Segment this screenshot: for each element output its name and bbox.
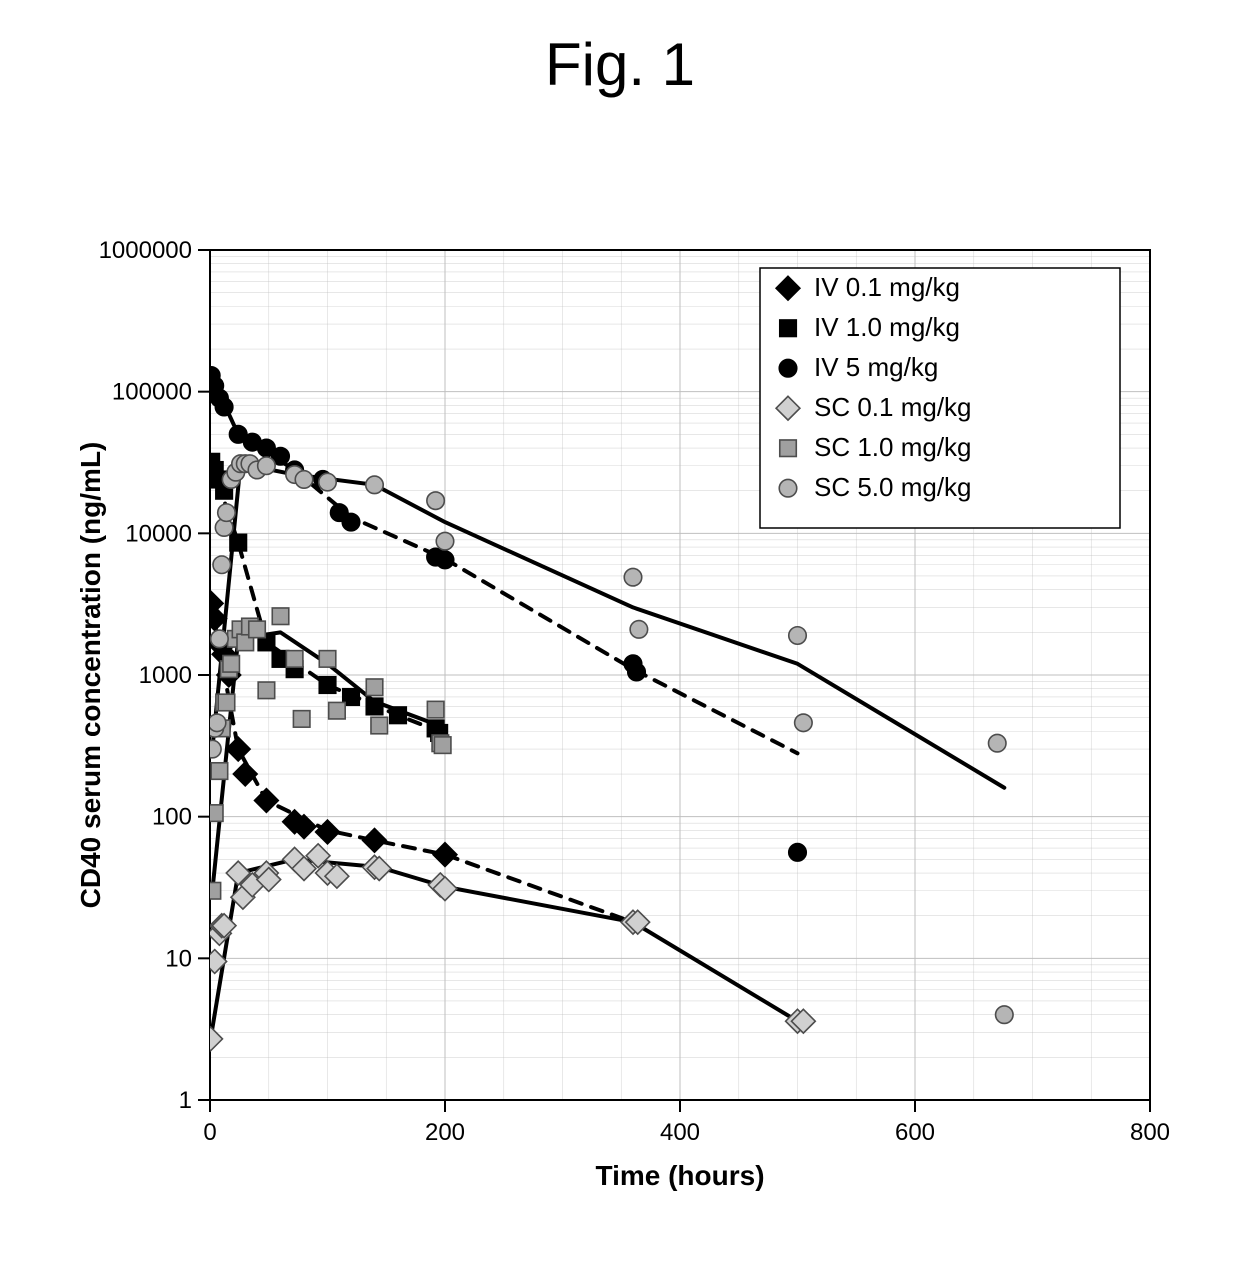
x-tick-label: 600 xyxy=(895,1119,935,1146)
legend-item-iv10: IV 1.0 mg/kg xyxy=(814,312,960,342)
legend-item-sc10: SC 1.0 mg/kg xyxy=(814,432,972,462)
y-tick-label: 100000 xyxy=(112,379,192,406)
x-tick-label: 0 xyxy=(203,1119,216,1146)
legend: IV 0.1 mg/kg IV 1.0 mg/kg IV 5 mg/kg SC 0.1… xyxy=(760,268,1120,528)
legend-item-sc01: SC 0.1 mg/kg xyxy=(814,392,972,422)
y-tick-label: 1000 xyxy=(139,662,192,689)
legend-item-iv01: IV 0.1 mg/kg xyxy=(814,272,960,302)
chart-container: 0 200 400 600 800 1 10 100 1000 10000 100000 100000… xyxy=(60,220,1180,1230)
page: { "figure": { "title": "Fig. 1", "title_… xyxy=(0,0,1240,1280)
y-tick-label: 1 xyxy=(179,1087,192,1114)
x-tick-label: 200 xyxy=(425,1119,465,1146)
x-axis-label: Time (hours) xyxy=(595,1160,764,1191)
y-tick-label: 10 xyxy=(165,945,192,972)
figure-title: Fig. 1 xyxy=(0,30,1240,99)
pk-chart: 0 200 400 600 800 1 10 100 1000 10000 100000 100000… xyxy=(60,220,1180,1230)
y-axis-label: CD40 serum concentration (ng/mL) xyxy=(75,442,106,909)
legend-item-iv5: IV 5 mg/kg xyxy=(814,352,938,382)
x-tick-label: 800 xyxy=(1130,1119,1170,1146)
y-tick-label: 10000 xyxy=(125,520,192,547)
legend-item-sc50: SC 5.0 mg/kg xyxy=(814,472,972,502)
y-tick-label: 1000000 xyxy=(99,237,192,264)
x-tick-label: 400 xyxy=(660,1119,700,1146)
y-tick-label: 100 xyxy=(152,804,192,831)
